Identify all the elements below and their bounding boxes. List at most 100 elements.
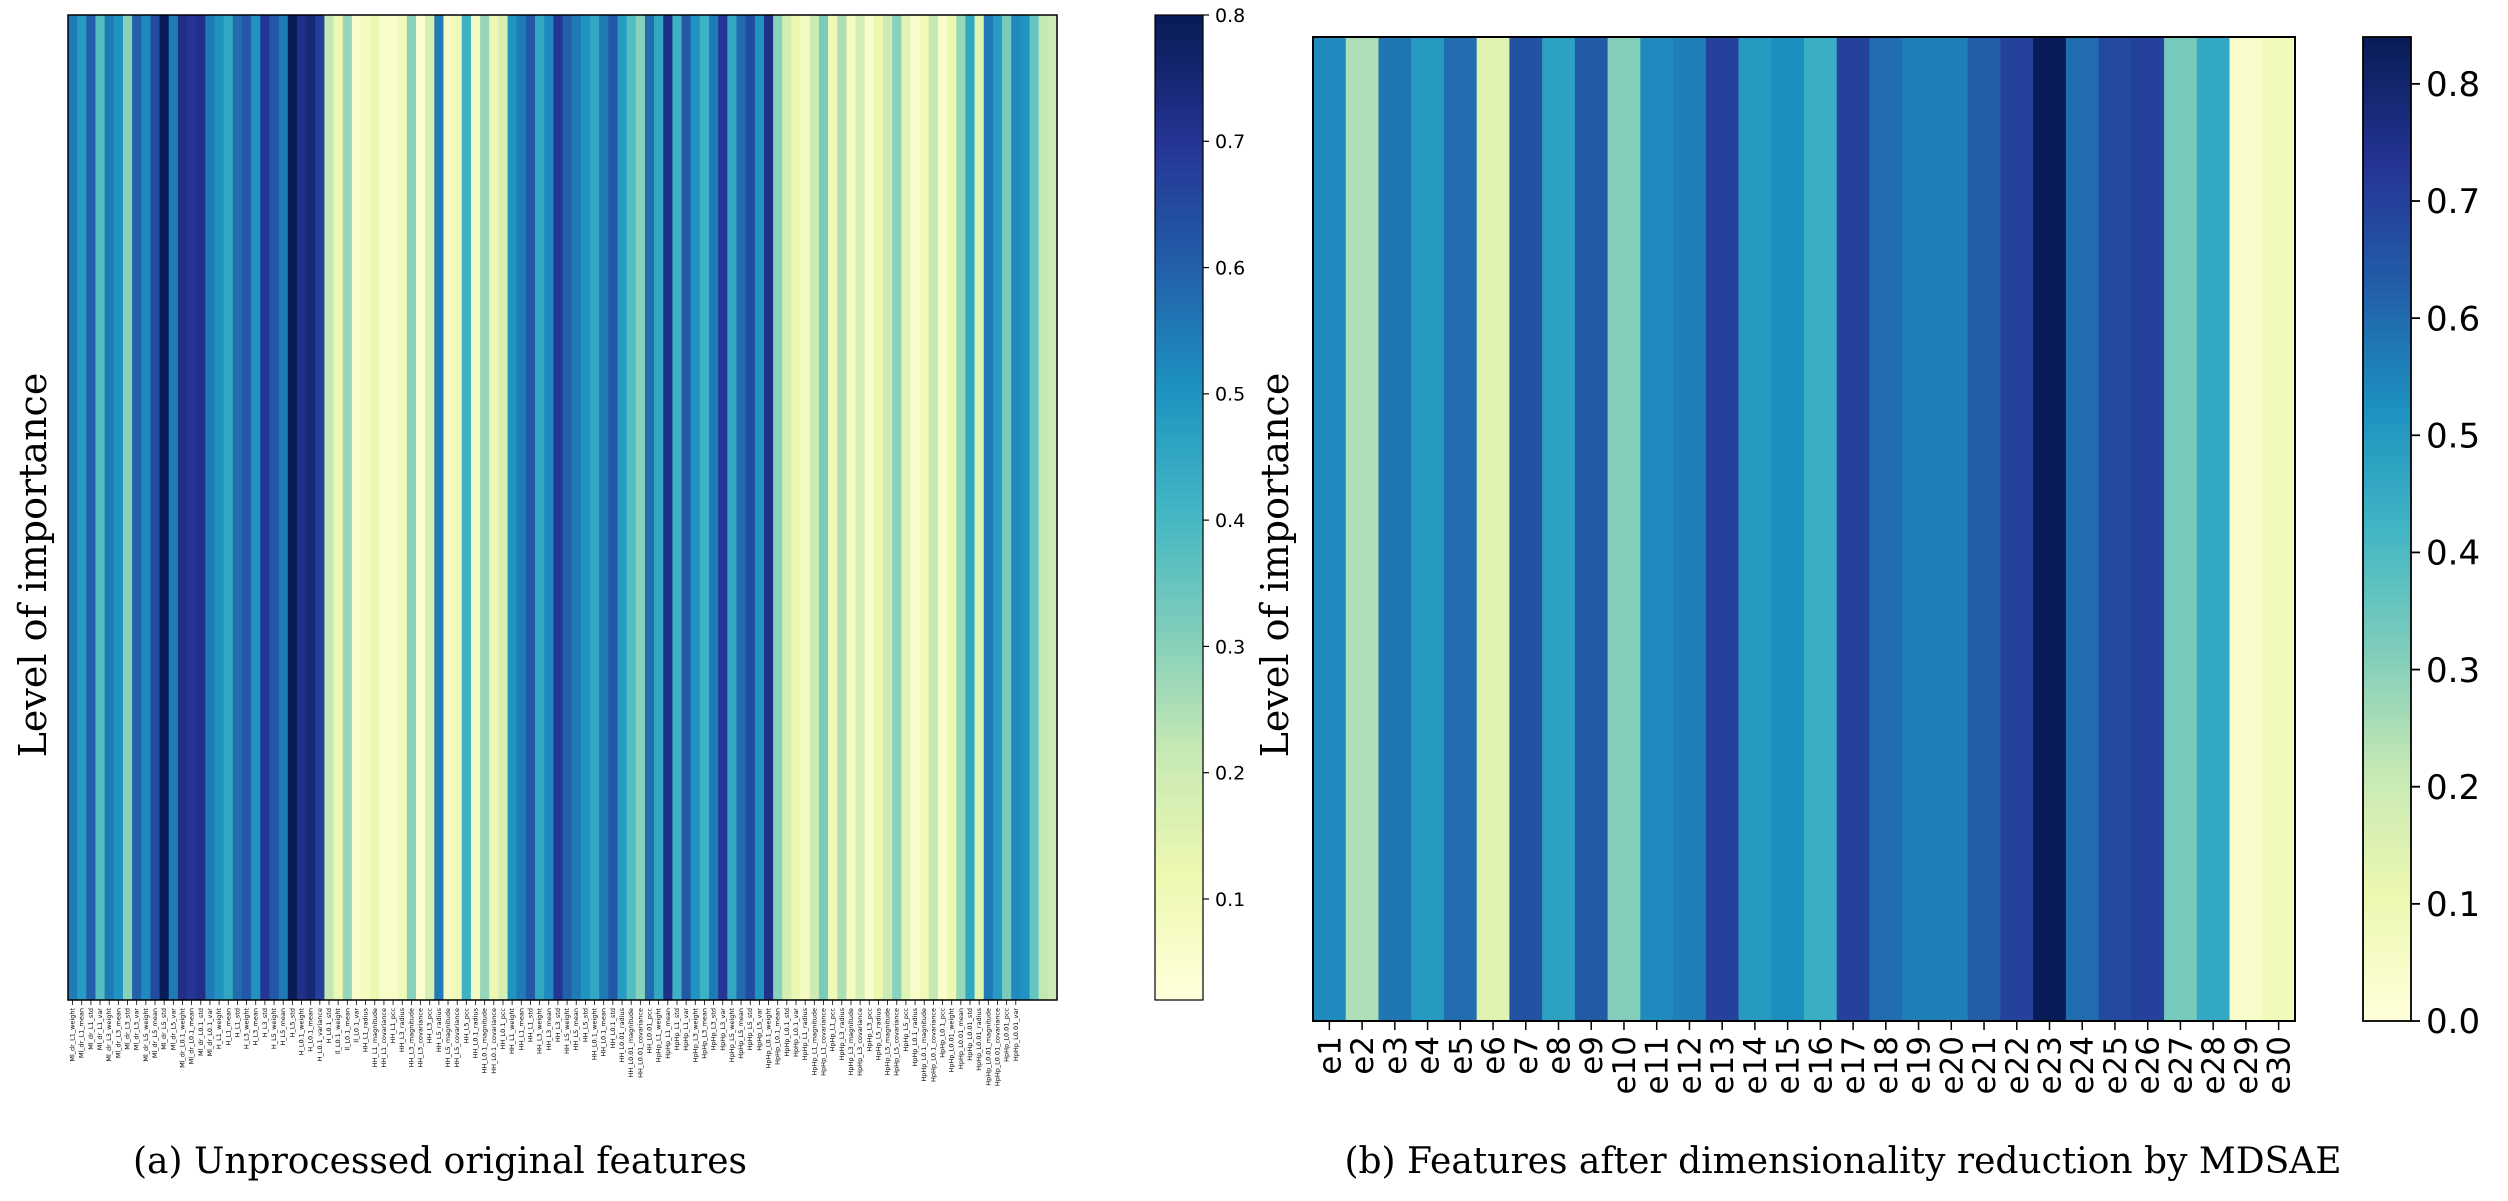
x-tick-label: H_L3_mean [252, 1008, 260, 1046]
colorbar-gradient-segment [2363, 725, 2411, 735]
x-tick-label: Il_L0.1_mean [343, 1008, 351, 1051]
colorbar-gradient-segment [1155, 573, 1203, 582]
x-tick-label: HpHp_L3_mean [700, 1008, 708, 1059]
colorbar-gradient-segment [1155, 105, 1203, 115]
x-tick-label: HpHp_L1_mean [664, 1008, 672, 1059]
colorbar-gradient-segment [1155, 860, 1203, 870]
heatmap-cell [406, 15, 417, 1000]
heatmap-cell [690, 15, 701, 1000]
x-tick-label: HpHp_L0.1_mean [774, 1008, 782, 1065]
colorbar-gradient-segment [1155, 343, 1203, 353]
colorbar-gradient-segment [2363, 61, 2411, 71]
colorbar-gradient-segment [1155, 794, 1203, 804]
x-tick-label: HH_L1_pcc [389, 1008, 397, 1044]
heatmap-cell [901, 15, 912, 1000]
heatmap-b-cells [1313, 37, 2296, 1021]
colorbar-gradient-segment [2363, 430, 2411, 440]
colorbar-gradient-segment [1155, 540, 1203, 550]
colorbar-gradient-segment [1155, 458, 1203, 468]
x-tick-label: HpHp_L5_magnitude [884, 1008, 892, 1075]
heatmap-cell [333, 15, 344, 1000]
x-tick-label: Ml_dr_L3_std [124, 1008, 132, 1050]
colorbar-gradient-segment [1155, 253, 1203, 262]
heatmap-cell [809, 15, 820, 1000]
heatmap-cell [709, 15, 719, 1000]
colorbar-gradient-segment [2363, 996, 2411, 1006]
colorbar-gradient-segment [1155, 622, 1203, 632]
colorbar-tick-label: 0.5 [2426, 417, 2480, 457]
heatmap-cell [351, 15, 362, 1000]
colorbar-tick-label: 0.7 [2426, 182, 2480, 222]
x-tick-label: HH_L0.1_pcc [499, 1008, 507, 1050]
x-tick-label: HpHp_L0.01_std [966, 1008, 974, 1061]
colorbar-gradient-segment [2363, 324, 2411, 333]
x-tick-label: HH_L5_weight [563, 1008, 571, 1054]
colorbar-gradient-segment [2363, 135, 2411, 145]
colorbar-gradient-segment [2363, 766, 2411, 776]
colorbar-gradient-segment [2363, 258, 2411, 268]
colorbar-gradient-segment [2363, 471, 2411, 481]
heatmap-cell [278, 15, 289, 1000]
heatmap-cell [379, 15, 390, 1000]
heatmap-cell [754, 15, 765, 1000]
heatmap-cell [122, 15, 133, 1000]
x-tick-label: H_L1_std [233, 1008, 241, 1037]
heatmap-cell [95, 15, 106, 1000]
colorbar-gradient-segment [1155, 244, 1203, 254]
colorbar-tick-label: 0.2 [2426, 768, 2480, 808]
colorbar-gradient-segment [1155, 827, 1203, 837]
x-tick-label: HpHp_L5_std [746, 1008, 754, 1050]
colorbar-gradient-segment [2363, 422, 2411, 432]
x-tick-label: HpHp_L1_covariance [819, 1008, 827, 1076]
heatmap-cell [113, 15, 124, 1000]
heatmap-cell [489, 15, 499, 1000]
colorbar-gradient-segment [1155, 844, 1203, 853]
colorbar-gradient-segment [2363, 389, 2411, 399]
colorbar-gradient-segment [1155, 778, 1203, 788]
heatmap-cell [1378, 37, 1412, 1021]
colorbar-gradient-segment [1155, 770, 1203, 779]
colorbar-gradient-segment [2363, 980, 2411, 989]
heatmap-cell [736, 15, 747, 1000]
heatmap-cell [928, 15, 939, 1000]
colorbar-gradient-segment [2363, 922, 2411, 932]
x-tick-label: Ml_dr_L1_weight [69, 1008, 77, 1062]
colorbar-gradient-segment [1155, 39, 1203, 49]
heatmap-cell [480, 15, 490, 1000]
colorbar-gradient-segment [1155, 400, 1203, 410]
colorbar-gradient-segment [1155, 614, 1203, 624]
heatmap-cell [663, 15, 673, 1000]
colorbar-gradient-segment [1155, 926, 1203, 935]
x-tick-label: e2 [1345, 1036, 1381, 1075]
heatmap-a-frame [67, 14, 1058, 1001]
colorbar-gradient-segment [2363, 619, 2411, 628]
x-tick-label: HpHp_L0.1_radius [911, 1007, 919, 1066]
x-tick-label: Ml_dr_L3_var [133, 1008, 141, 1051]
heatmap-cell [992, 15, 1003, 1000]
colorbar-gradient-segment [2363, 807, 2411, 817]
x-tick-label: HpHp_L1_radius [801, 1007, 809, 1060]
colorbar-gradient-segment [1155, 318, 1203, 328]
heatmap-cell [1047, 15, 1058, 1000]
colorbar-gradient-segment [2363, 971, 2411, 981]
colorbar-gradient-segment [1155, 876, 1203, 886]
x-tick-label: HpHp_L5_covariance [893, 1008, 901, 1076]
panel-a-unprocessed-features: Ml_dr_L1_weight Ml_dr_L1_mean Ml_dr_L1_std… [11, 5, 1245, 1182]
heatmap-cell [553, 15, 564, 1000]
heatmap-cell [1771, 37, 1805, 1021]
colorbar-gradient-segment [1155, 220, 1203, 230]
heatmap-cell [919, 15, 930, 1000]
x-tick-label: H_L0.1_mean [307, 1008, 315, 1052]
heatmap-cell [159, 15, 170, 1000]
heatmap-cell [571, 15, 582, 1000]
colorbar-gradient-segment [2363, 242, 2411, 251]
colorbar-gradient-segment [2363, 709, 2411, 719]
x-tick-label: e7 [1509, 1036, 1545, 1075]
colorbar-gradient-segment [1155, 885, 1203, 894]
heatmap-a-ylabel: Level of importance [11, 373, 55, 758]
x-tick-label: e25 [2098, 1036, 2134, 1095]
colorbar-gradient-segment [1155, 392, 1203, 402]
colorbar-gradient-segment [1155, 729, 1203, 738]
heatmap-b-ylabel: Level of importance [1253, 373, 1297, 758]
